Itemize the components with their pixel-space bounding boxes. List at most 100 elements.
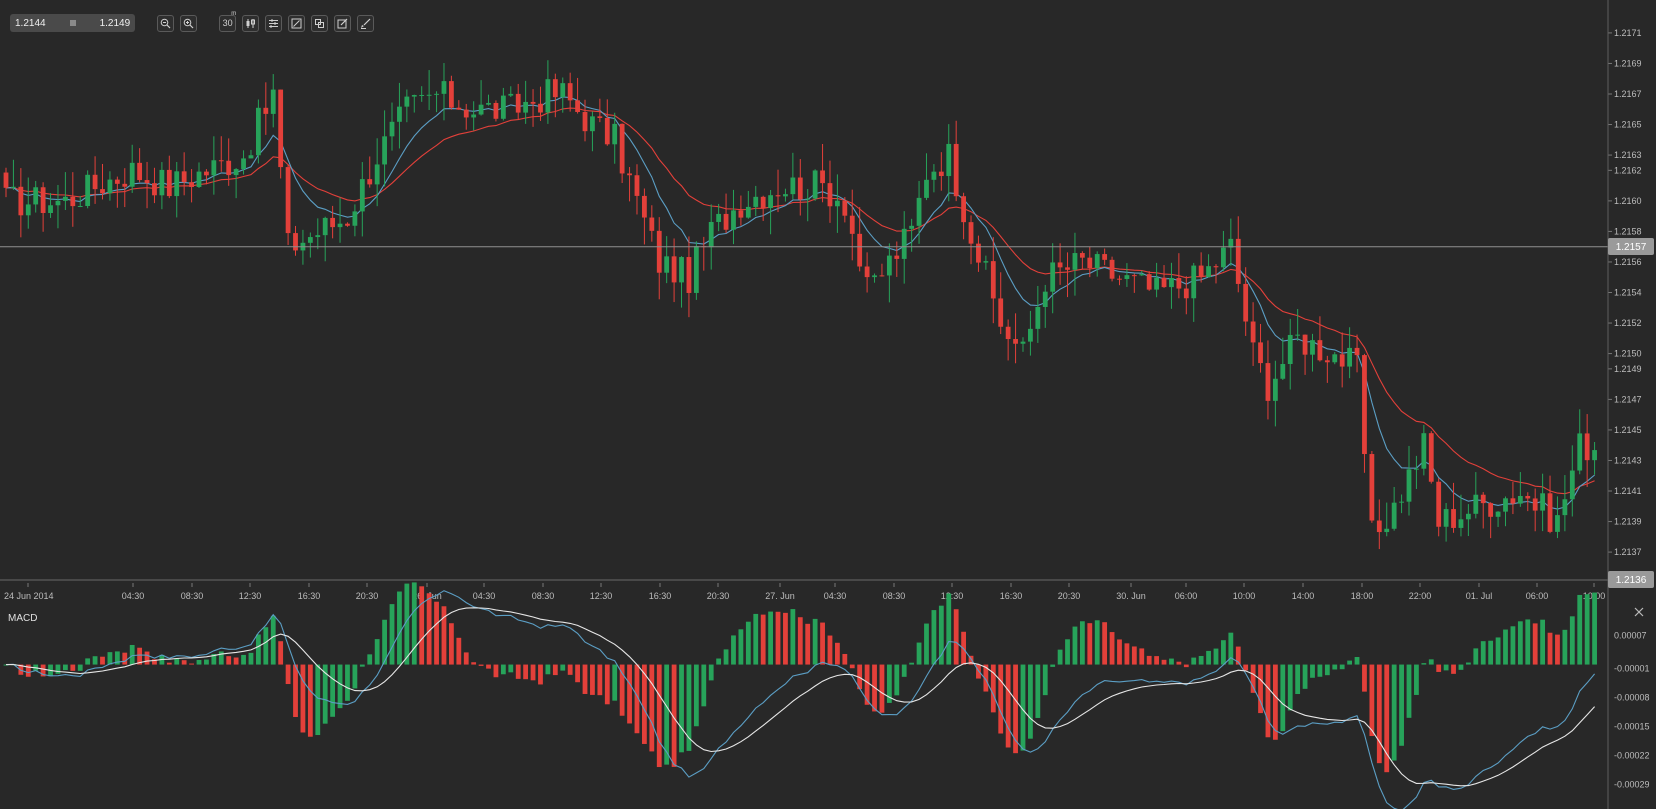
bear-candle: [1324, 360, 1330, 363]
price-pane[interactable]: [3, 60, 1597, 550]
bull-candle: [77, 205, 83, 207]
macd-histogram-bar: [77, 664, 83, 671]
zoom-in-icon[interactable]: [180, 14, 198, 32]
macd-histogram-bar: [523, 664, 529, 680]
macd-histogram-bar: [404, 583, 410, 665]
bull-candle: [404, 96, 410, 107]
macd-histogram-bar: [790, 609, 796, 665]
time-tick-label: 16:30: [298, 591, 321, 601]
time-tick-label: 12:30: [239, 591, 262, 601]
macd-histogram-bar: [552, 664, 558, 676]
bull-candle: [397, 106, 402, 122]
time-tick-label: 27. Jun: [765, 591, 795, 601]
candle-type-icon[interactable]: [242, 14, 260, 32]
macd-histogram-bar: [1354, 657, 1360, 665]
macd-histogram-bar: [196, 660, 202, 665]
bear-candle: [738, 210, 744, 218]
bear-candle: [538, 103, 543, 113]
zoom-out-icon[interactable]: [157, 14, 175, 32]
macd-histogram-bar: [226, 656, 232, 665]
bear-candle: [1510, 498, 1516, 504]
time-tick-label: 20:30: [707, 591, 730, 601]
bull-candle: [255, 107, 261, 156]
bull-candle: [931, 171, 937, 180]
macd-title: MACD: [8, 613, 37, 624]
macd-histogram-bar: [619, 664, 625, 716]
bull-candle: [248, 155, 254, 159]
time-tick-label: 08:30: [883, 591, 906, 601]
time-tick-label: 10:00: [1233, 591, 1256, 601]
bid-price: 1.2144: [15, 17, 46, 29]
bull-candle: [716, 213, 722, 222]
macd-histogram-bar: [419, 586, 425, 665]
bear-candle: [634, 175, 640, 196]
bull-candle: [983, 261, 989, 263]
price-tick-label: 1.2165: [1614, 120, 1642, 130]
bear-candle: [857, 233, 863, 267]
macd-histogram-bar: [716, 658, 722, 665]
bull-candle: [523, 101, 529, 113]
macd-histogram-bar: [263, 627, 269, 665]
timeframe-button[interactable]: 30 m: [219, 11, 237, 32]
bear-candle: [137, 162, 143, 181]
bid-ask-quote[interactable]: 1.2144 1.2149: [10, 14, 136, 32]
bear-candle: [1436, 481, 1442, 527]
bear-candle: [1087, 257, 1093, 269]
bull-candle: [107, 179, 113, 194]
macd-histogram-bar: [649, 664, 655, 752]
bull-candle: [664, 256, 670, 273]
bull-candle: [1206, 266, 1211, 278]
macd-histogram-bar: [315, 664, 321, 736]
bear-candle: [1369, 454, 1375, 521]
macd-histogram-bar: [990, 664, 996, 713]
bear-candle: [1265, 363, 1271, 401]
price-tick-label: 1.2162: [1614, 165, 1642, 175]
macd-histogram-bar: [1480, 641, 1486, 665]
bear-candle: [552, 79, 558, 98]
bear-candle: [1339, 354, 1345, 367]
macd-histogram-bar: [25, 664, 31, 677]
macd-histogram-bar: [1146, 655, 1152, 665]
bear-candle: [456, 107, 462, 110]
macd-histogram-bar: [300, 664, 306, 733]
bull-candle: [1124, 275, 1130, 279]
macd-histogram-bar: [916, 642, 922, 665]
bull-candle: [753, 196, 759, 207]
bear-candle: [1161, 277, 1167, 288]
bear-candle: [1317, 340, 1323, 361]
macd-histogram-bar: [85, 658, 91, 665]
bull-candle: [1406, 469, 1412, 502]
macd-histogram-bar: [478, 664, 484, 666]
macd-histogram-bar: [768, 611, 773, 665]
macd-histogram-bar: [924, 623, 929, 665]
macd-histogram-bar: [1428, 659, 1434, 665]
price-tick-label: 1.2160: [1614, 196, 1642, 206]
indicators-icon[interactable]: [265, 14, 283, 32]
macd-histogram-bar: [879, 664, 885, 713]
macd-histogram-bar: [671, 664, 677, 767]
close-pane-icon[interactable]: [1634, 607, 1644, 617]
macd-histogram-bar: [107, 652, 113, 665]
macd-histogram-bar: [411, 582, 417, 665]
bull-candle: [1072, 253, 1078, 270]
bear-candle: [1376, 520, 1382, 533]
bear-candle: [686, 257, 692, 293]
macd-histogram-bar: [1050, 664, 1056, 667]
bull-candle: [1577, 433, 1583, 471]
bear-candle: [1183, 288, 1189, 299]
bear-candle: [642, 195, 647, 218]
macd-histogram-bar: [1540, 619, 1546, 665]
bull-candle: [1035, 306, 1041, 329]
layers-icon[interactable]: [311, 14, 329, 32]
time-tick-label: 06:00: [1175, 591, 1198, 601]
bear-candle: [1176, 278, 1182, 289]
brush-icon[interactable]: [357, 14, 375, 32]
macd-histogram-bar: [382, 619, 387, 665]
time-tick-label: 22:00: [1409, 591, 1432, 601]
macd-histogram-bar: [612, 664, 618, 701]
edit-icon[interactable]: [334, 14, 352, 32]
macd-pane[interactable]: MACD 0.00007 -0.00001 -0.00008 -0.00015 -0.0…: [3, 582, 1650, 809]
draw-line-icon[interactable]: [288, 14, 306, 32]
macd-histogram-bar: [634, 664, 640, 734]
